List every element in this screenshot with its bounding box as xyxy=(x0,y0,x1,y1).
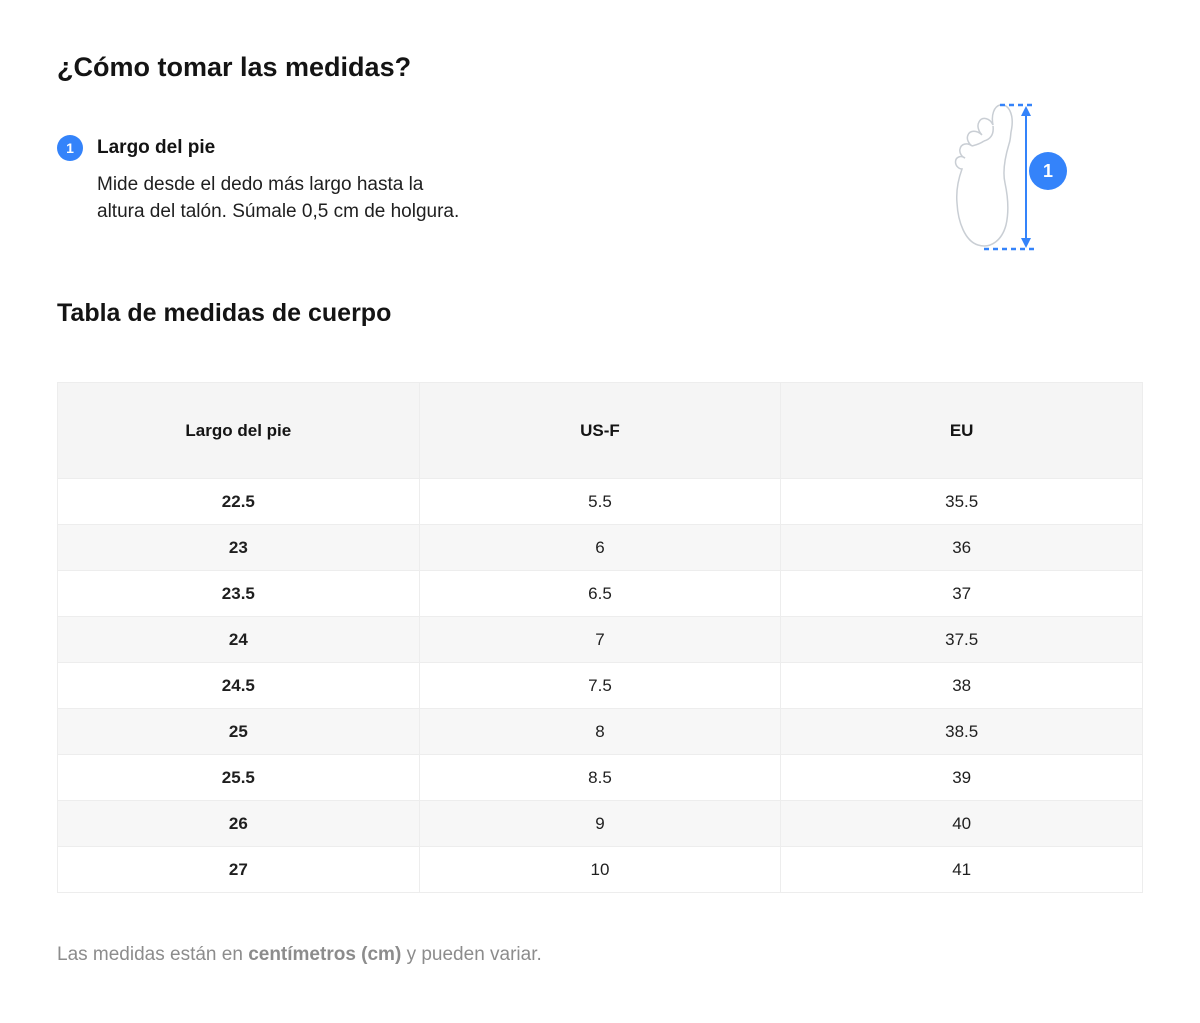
col-header-largo-del-pie: Largo del pie xyxy=(57,382,420,479)
cell-eu: 38.5 xyxy=(780,708,1143,755)
cell-largo: 24 xyxy=(57,616,420,663)
cell-largo: 23.5 xyxy=(57,570,420,617)
table-row: 24.5 7.5 38 xyxy=(57,662,1143,709)
cell-usf: 10 xyxy=(418,846,782,893)
cell-usf: 5.5 xyxy=(418,478,782,525)
cell-eu: 37 xyxy=(780,570,1143,617)
step-largo-del-pie: 1 Largo del pie Mide desde el dedo más l… xyxy=(57,135,459,225)
cell-eu: 36 xyxy=(780,524,1143,571)
diagram-step-badge: 1 xyxy=(1029,152,1067,190)
cell-usf: 9 xyxy=(418,800,782,847)
footnote-bold: centímetros (cm) xyxy=(248,944,402,965)
measure-arrow-icon xyxy=(984,103,1034,251)
step-description: Mide desde el dedo más largo hasta la al… xyxy=(97,171,459,225)
step-description-line1: Mide desde el dedo más largo hasta la xyxy=(97,174,424,195)
table-row: 27 10 41 xyxy=(57,846,1143,893)
cell-usf: 6.5 xyxy=(418,570,782,617)
cell-largo: 22.5 xyxy=(57,478,420,525)
footnote-prefix: Las medidas están en xyxy=(57,944,249,965)
cell-largo: 23 xyxy=(57,524,420,571)
cell-eu: 37.5 xyxy=(780,616,1143,663)
cell-usf: 7 xyxy=(418,616,782,663)
step-number-badge: 1 xyxy=(57,135,83,161)
table-row: 25.5 8.5 39 xyxy=(57,754,1143,801)
cell-usf: 7.5 xyxy=(418,662,782,709)
col-header-us-f: US-F xyxy=(418,382,782,479)
table-row: 25 8 38.5 xyxy=(57,708,1143,755)
cell-eu: 38 xyxy=(780,662,1143,709)
footnote-suffix: y pueden variar. xyxy=(401,944,542,965)
page-title: ¿Cómo tomar las medidas? xyxy=(57,52,412,82)
foot-measurement-diagram: 1 xyxy=(948,98,1080,258)
step-label: Largo del pie xyxy=(97,137,216,158)
cell-eu: 41 xyxy=(780,846,1143,893)
cell-largo: 24.5 xyxy=(57,662,420,709)
size-table-header: Largo del pie US-F EU xyxy=(57,382,1143,479)
table-row: 23.5 6.5 37 xyxy=(57,570,1143,617)
foot-diagram-svg xyxy=(954,103,1034,251)
size-table: Largo del pie US-F EU 22.5 5.5 35.5 23 6… xyxy=(57,382,1143,893)
table-row: 23 6 36 xyxy=(57,524,1143,571)
foot-outline-icon xyxy=(954,104,1013,247)
cell-usf: 8.5 xyxy=(418,754,782,801)
cell-eu: 39 xyxy=(780,754,1143,801)
cell-largo: 25.5 xyxy=(57,754,420,801)
table-row: 26 9 40 xyxy=(57,800,1143,847)
cell-largo: 26 xyxy=(57,800,420,847)
col-header-eu: EU xyxy=(780,382,1143,479)
table-section-title: Tabla de medidas de cuerpo xyxy=(57,299,392,327)
header-row: Largo del pie US-F EU xyxy=(57,382,1143,479)
cell-usf: 6 xyxy=(418,524,782,571)
step-description-line2: altura del talón. Súmale 0,5 cm de holgu… xyxy=(97,201,460,222)
cell-largo: 27 xyxy=(57,846,420,893)
size-table-body: 22.5 5.5 35.5 23 6 36 23.5 6.5 37 24 7 3… xyxy=(57,478,1143,893)
cell-usf: 8 xyxy=(418,708,782,755)
step-text: Largo del pie Mide desde el dedo más lar… xyxy=(97,135,459,225)
cell-largo: 25 xyxy=(57,708,420,755)
footnote: Las medidas están en centímetros (cm) y … xyxy=(57,941,542,968)
table-row: 24 7 37.5 xyxy=(57,616,1143,663)
cell-eu: 40 xyxy=(780,800,1143,847)
cell-eu: 35.5 xyxy=(780,478,1143,525)
table-row: 22.5 5.5 35.5 xyxy=(57,478,1143,525)
